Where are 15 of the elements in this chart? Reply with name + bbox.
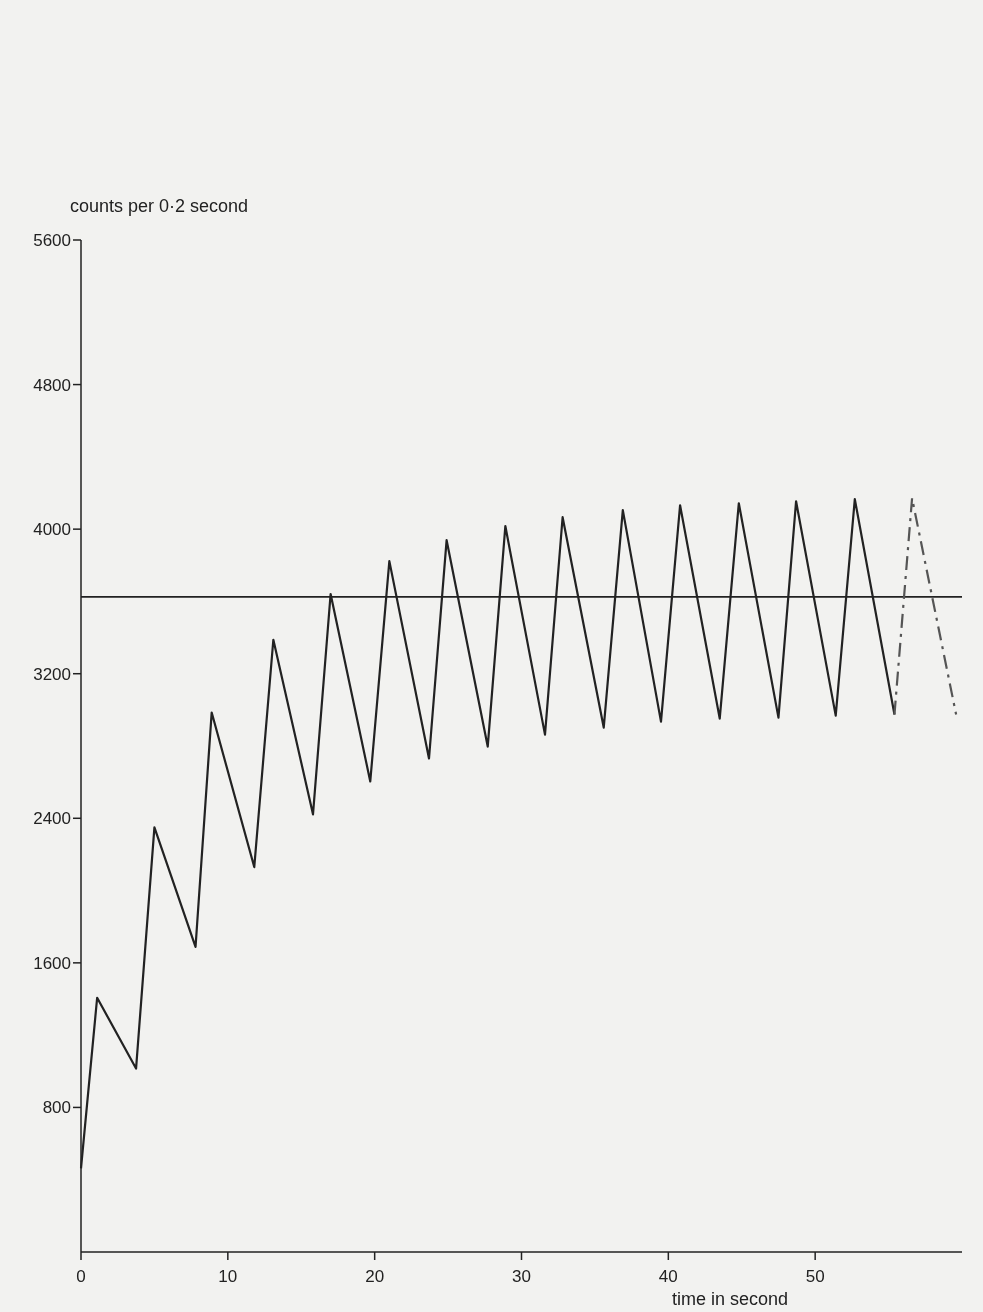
y-tick-label: 5600 xyxy=(33,230,71,250)
x-tick-label: 30 xyxy=(512,1267,531,1286)
y-tick-label: 4000 xyxy=(33,520,71,540)
y-tick-label: 3200 xyxy=(33,664,71,684)
y-tick-label: 4800 xyxy=(33,375,71,395)
y-axis-title: counts per 0·2 second xyxy=(70,196,249,216)
y-tick-label: 2400 xyxy=(33,809,71,829)
x-axis-title: time in second xyxy=(671,1289,789,1309)
x-tick-label: 40 xyxy=(658,1267,678,1286)
x-tick-label: 50 xyxy=(805,1267,825,1286)
y-tick-label: 1600 xyxy=(33,953,71,973)
y-tick-label: 800 xyxy=(42,1098,71,1118)
x-tick-label: 10 xyxy=(218,1267,238,1286)
x-tick-label: 20 xyxy=(365,1267,385,1286)
x-tick-label: 0 xyxy=(76,1267,86,1286)
